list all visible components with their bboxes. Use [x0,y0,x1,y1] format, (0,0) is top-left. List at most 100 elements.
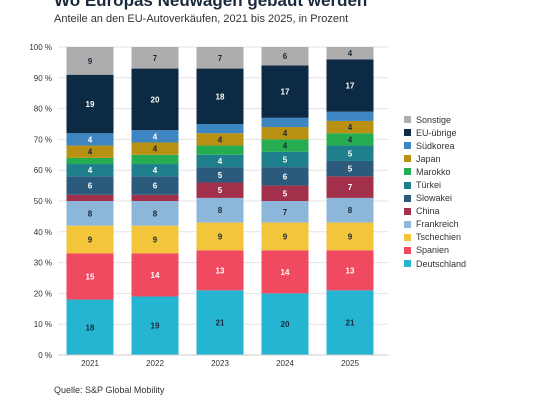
legend-swatch [404,220,411,228]
bar-segment [261,201,309,223]
data-label: 4 [153,166,158,175]
bar-segment [261,127,309,140]
y-tick-label: 70 % [34,135,52,144]
bar-segment [196,167,244,183]
data-label: 4 [218,135,223,144]
data-label: 7 [348,183,353,192]
legend-item: Spanien [404,244,466,257]
data-label: 21 [216,319,225,328]
legend-item: Frankreich [404,218,466,231]
bar-segment [261,65,309,118]
legend-item: Sonstige [404,113,466,126]
data-label: 8 [218,206,223,215]
bar-segment [196,68,244,124]
data-label: 5 [218,171,223,180]
legend-item: Tschechien [404,231,466,244]
data-label: 6 [283,172,288,181]
bar-segment [326,47,374,60]
legend-item: Deutschland [404,257,466,270]
bar-segment [66,157,114,165]
data-label: 4 [348,49,353,58]
data-label: 18 [86,323,95,332]
data-label: 8 [348,206,353,215]
bar-segment [261,222,309,251]
bar-segment [131,176,179,195]
y-tick-label: 60 % [34,166,52,175]
bar-segment [66,133,114,146]
legend-label: Frankreich [416,219,459,230]
legend-item: Türkei [404,178,466,191]
bar-segment [66,145,114,158]
data-label: 5 [283,189,288,198]
bar-segment [66,225,114,254]
bar-segment [131,225,179,254]
data-label: 6 [88,182,93,191]
bar-segment [131,194,179,201]
y-tick-label: 90 % [34,74,52,83]
data-label: 6 [153,182,158,191]
legend-item: Südkorea [404,139,466,152]
data-label: 7 [153,54,158,63]
y-tick-label: 50 % [34,197,52,206]
bar-segment [196,133,244,146]
bar-segment [326,290,374,355]
data-label: 9 [283,232,288,241]
bar-segment [326,120,374,134]
bar-segment [66,299,114,355]
bar-segment [326,160,374,177]
legend-label: Spanien [416,245,450,256]
legend-label: Südkorea [416,140,455,151]
bar-segment [131,296,179,355]
data-label: 4 [348,135,353,144]
bar-segment [66,176,114,195]
data-label: 19 [151,322,160,331]
legend-label: Sonstige [416,114,452,125]
bar-segment [196,290,244,355]
bar-segment [326,133,374,146]
legend-label: Slowakei [416,193,453,204]
bar-segment [131,68,179,131]
y-tick-label: 30 % [34,259,52,268]
legend-item: Marokko [404,165,466,178]
data-label: 7 [218,54,223,63]
bar-segment [326,222,374,251]
bar-segment [261,139,309,152]
bar-segment [261,293,309,355]
bar-segment [261,47,309,66]
bar-segment [196,197,244,223]
bar-segment [131,130,179,143]
bar-segment [261,167,309,186]
legend-swatch [404,129,411,137]
bar-segment [66,194,114,201]
data-label: 7 [283,208,288,217]
data-label: 5 [218,186,223,195]
bar-segment [261,185,309,201]
bar-segment [66,253,114,300]
data-label: 15 [86,272,95,281]
data-label: 18 [216,92,225,101]
data-label: 4 [218,157,223,166]
legend-label: China [416,206,440,217]
bar-segment [196,182,244,198]
legend-label: EU-übrige [416,127,457,138]
data-label: 20 [151,95,160,104]
data-label: 5 [283,155,288,164]
legend-swatch [404,181,411,189]
y-tick-label: 0 % [38,351,52,360]
chart-subtitle: Anteile an den EU-Autoverkäufen, 2021 bi… [54,13,349,25]
bar-segment [326,145,374,161]
bar-segment [131,154,179,165]
legend-swatch [404,207,411,215]
legend-item: Slowakei [404,192,466,205]
y-tick-label: 10 % [34,320,52,329]
legend-swatch [404,116,411,124]
legend-swatch [404,168,411,176]
legend-label: Marokko [416,166,451,177]
x-tick-label: 2025 [341,359,359,368]
data-label: 4 [283,129,288,138]
legend-swatch [404,233,411,241]
data-label: 5 [348,149,353,158]
data-label: 4 [283,142,288,151]
data-label: 13 [216,266,225,275]
